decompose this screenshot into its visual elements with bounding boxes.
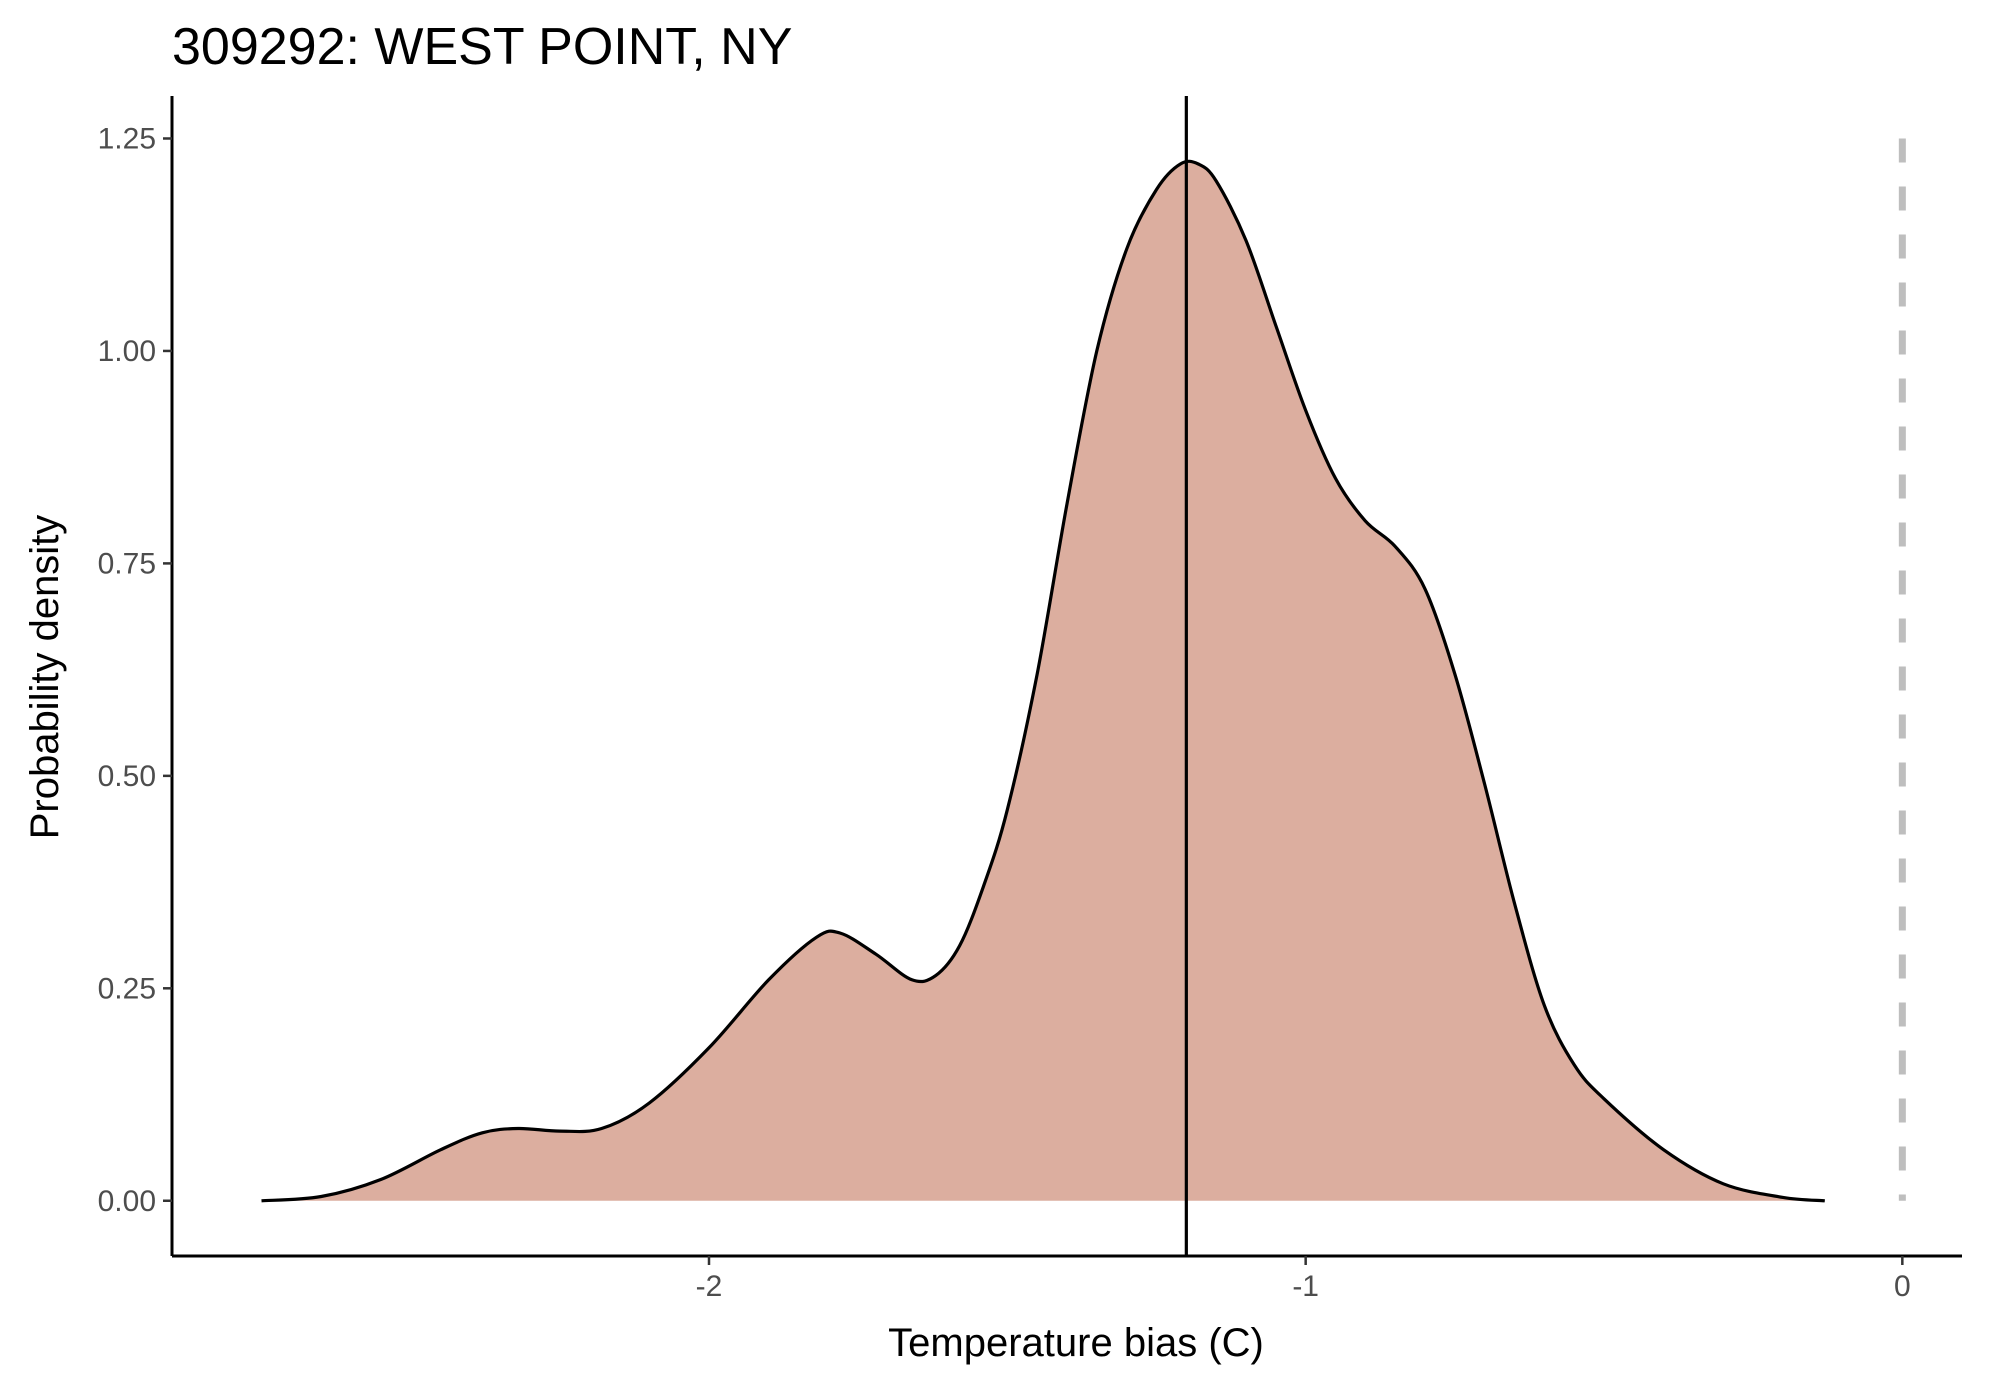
x-axis: -2 -1 0 [172,1254,1962,1303]
x-tick-label: 0 [1894,1270,1911,1303]
y-tick-label: 1.00 [98,335,156,368]
plot-area [261,96,1906,1256]
density-line-0 [261,159,1825,1203]
x-axis-title: Temperature bias (C) [888,1321,1264,1365]
y-tick-label: 0.00 [98,1185,156,1218]
density-area-0 [261,161,1825,1201]
x-tick-label: -2 [696,1270,723,1303]
chart-title: 309292: WEST POINT, NY [172,18,792,76]
y-axis-title: Probability density [23,515,67,840]
y-tick-label: 1.25 [98,122,156,155]
y-axis: 0.00 0.25 0.50 0.75 1.00 1.25 [98,96,174,1256]
y-tick-label: 0.50 [98,760,156,793]
y-tick-label: 0.25 [98,972,156,1005]
y-tick-label: 0.75 [98,547,156,580]
x-tick-label: -1 [1292,1270,1319,1303]
